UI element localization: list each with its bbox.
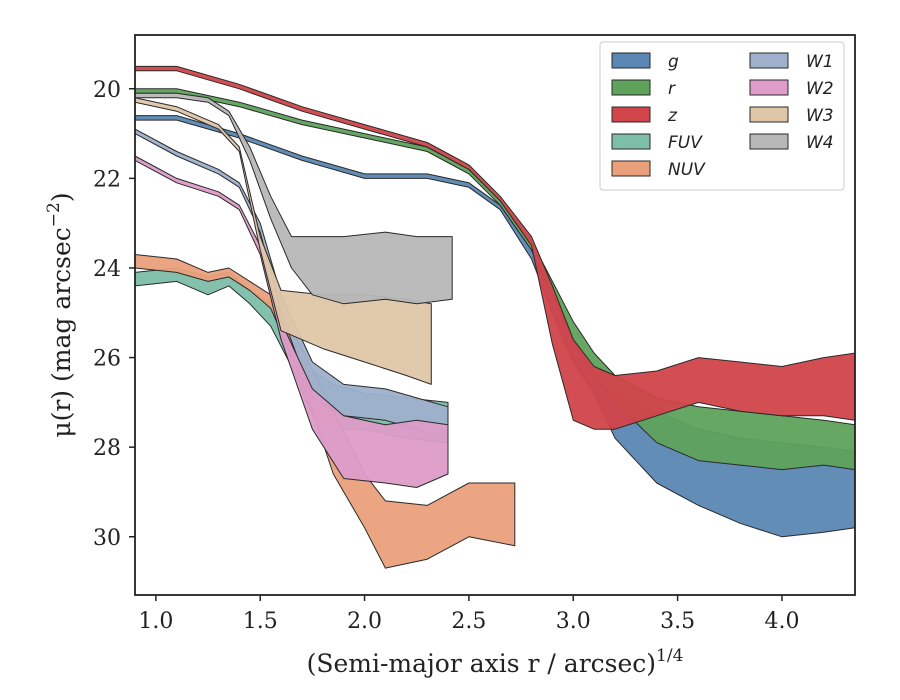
x-tick-label: 1.0	[138, 609, 173, 634]
legend-swatch-nuv	[611, 160, 651, 177]
y-tick-label: 28	[93, 436, 121, 461]
x-tick-label: 2.0	[347, 609, 382, 634]
y-tick-label: 26	[93, 347, 121, 372]
legend-label-r: r	[668, 79, 676, 99]
x-tick-label: 2.5	[451, 609, 486, 634]
legend-label-w1: W1	[806, 52, 834, 72]
legend-swatch-w1	[749, 52, 789, 69]
series-band-w3	[134, 97, 432, 385]
y-axis-title-superscript: −2	[44, 202, 64, 227]
legend-swatch-fuv	[611, 133, 651, 150]
y-tick-label: 20	[93, 78, 121, 103]
legend-label-g: g	[668, 52, 679, 72]
legend-label-z: z	[667, 106, 678, 126]
legend-swatch-w2	[749, 79, 789, 96]
y-axis-title-end: )	[47, 192, 76, 202]
series-band-w2	[134, 155, 449, 488]
legend-swatch-g	[611, 52, 651, 69]
plot-frame	[134, 34, 856, 596]
legend-label-w4: W4	[806, 133, 834, 153]
legend-frame	[599, 41, 845, 191]
legend-swatch-r	[611, 79, 651, 96]
legend: grz FUV NUV W1 W2 W3 W4	[599, 41, 845, 191]
x-tick-label: 4.0	[764, 609, 799, 634]
x-axis-title-main: (Semi-major axis r / arcsec)	[307, 649, 656, 678]
x-tick-label: 3.0	[556, 609, 591, 634]
x-axis-title-superscript: 1/4	[656, 646, 683, 666]
y-tick-label: 30	[93, 526, 121, 551]
y-tick-label: 22	[93, 167, 121, 192]
legend-swatch-w3	[749, 106, 789, 123]
legend-swatch-w4	[749, 133, 789, 150]
legend-label-fuv: FUV	[668, 133, 703, 153]
y-axis-title: μ(r) (mag arcsec−2)	[44, 192, 76, 437]
legend-label-nuv: NUV	[668, 160, 706, 180]
y-axis-title-main: μ(r) (mag arcsec	[47, 227, 76, 437]
legend-swatch-z	[611, 106, 651, 123]
y-tick-label: 24	[93, 257, 121, 282]
legend-label-w3: W3	[806, 106, 834, 126]
y-axis-ticks: 20 22 24 26 28 30	[93, 78, 135, 551]
x-axis-ticks: 1.0 1.5 2.0 2.5 3.0 3.5 4.0	[138, 595, 799, 634]
x-tick-label: 3.5	[660, 609, 695, 634]
legend-label-w2: W2	[806, 79, 834, 99]
series-band-w4	[134, 92, 453, 305]
x-tick-label: 1.5	[243, 609, 278, 634]
x-axis-title: (Semi-major axis r / arcsec)1/4	[307, 646, 684, 678]
